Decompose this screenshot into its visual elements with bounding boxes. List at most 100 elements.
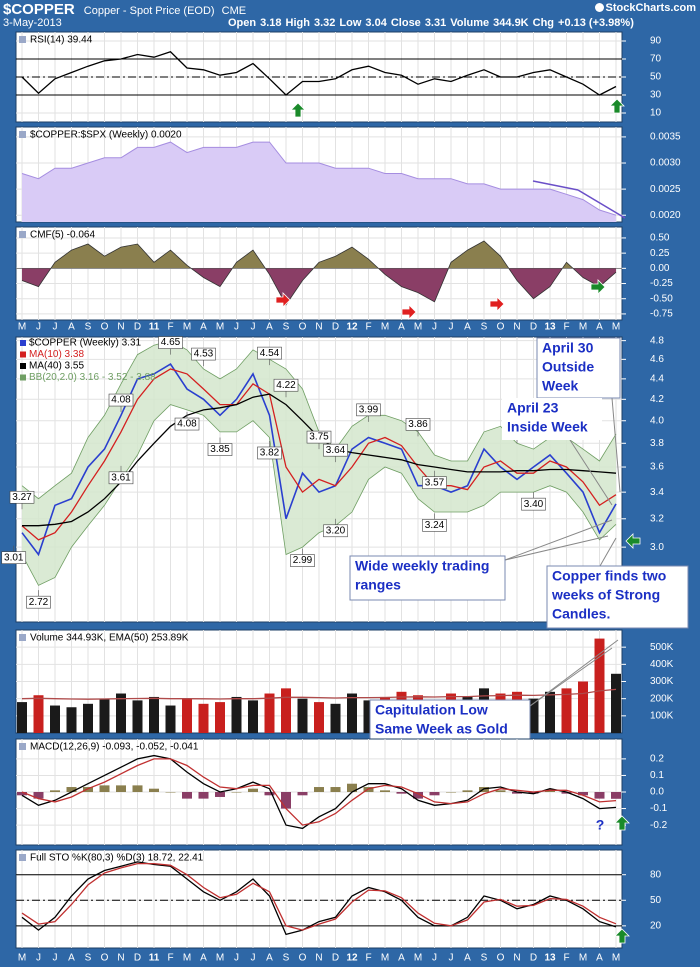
histogram-bar: [462, 790, 473, 792]
x-tick-label: O: [497, 322, 505, 333]
callout-text: weeks of Strong: [551, 587, 660, 603]
trend-line: [577, 189, 626, 219]
stat-label: Low: [339, 17, 362, 29]
pivot-box: [323, 443, 348, 457]
source-name: StockCharts.com: [605, 2, 696, 14]
panel-title: MACD(12,26,9) -0.093, -0.052, -0.041: [30, 742, 199, 753]
histogram-bar: [50, 790, 60, 792]
legend-swatch: [20, 340, 26, 346]
area: [22, 142, 616, 222]
histogram-bar: [149, 788, 159, 792]
ema-line: [21, 688, 617, 700]
pivot-box: [323, 524, 348, 538]
x-tick-label: A: [200, 322, 207, 333]
x-tick-label: A: [398, 322, 405, 333]
pivot-label: 4.22: [276, 380, 296, 391]
callout-text: Same Week as Gold: [375, 721, 508, 737]
volume-bar: [33, 695, 44, 733]
x-tick-label: 13: [544, 322, 556, 333]
x-tick-label: A: [596, 322, 603, 333]
x-tick-label: M: [216, 322, 224, 333]
volume-bar: [281, 688, 291, 733]
stat-value: 3.31: [424, 17, 447, 29]
x-tick-label: J: [53, 953, 58, 964]
y-tick-label: -0.2: [650, 820, 668, 831]
x-tick-label: F: [365, 953, 371, 964]
volume-bar: [578, 681, 588, 733]
y-tick-label: -0.25: [650, 278, 673, 289]
pivot-label: 4.65: [161, 337, 181, 348]
x-tick-label: O: [101, 953, 109, 964]
volume-bar: [363, 700, 374, 733]
stat-value: 3.32: [314, 17, 336, 29]
x-tick-label: D: [530, 953, 537, 964]
histogram-bar: [66, 787, 77, 792]
pivot-box: [191, 347, 216, 361]
volume-bar: [347, 693, 357, 733]
pivot-label: 3.85: [210, 444, 230, 455]
volume-bar: [297, 698, 308, 733]
callout-text: ranges: [355, 577, 401, 593]
x-tick-label: O: [101, 322, 109, 333]
x-tick-label: N: [117, 953, 124, 964]
legend-entry: BB(20,2.0) 3.16 - 3.52 - 3.88: [29, 372, 156, 383]
stat-label: High: [285, 17, 310, 29]
y-tick-label: 4.6: [650, 354, 664, 365]
stat-value: 3.04: [365, 17, 387, 29]
histogram-bar: [182, 792, 192, 799]
y-tick-label: 0.0020: [650, 210, 681, 221]
y-tick-label: 100K: [650, 710, 674, 721]
series-line: [21, 754, 617, 830]
legend-entry: $COPPER (Weekly) 3.31: [29, 338, 142, 349]
histogram-bar: [314, 787, 324, 792]
stat-label: Volume: [450, 17, 490, 29]
callout-box: [536, 337, 621, 399]
histogram-bar: [248, 788, 258, 792]
pivot-label: 3.24: [425, 520, 445, 531]
x-tick-label: M: [612, 322, 620, 333]
x-tick-label: S: [85, 953, 92, 964]
histogram-bar: [347, 783, 357, 792]
x-tick-label: S: [481, 322, 488, 333]
histogram-bar: [330, 787, 341, 792]
panel-title: RSI(14) 39.44: [30, 35, 93, 46]
panel-title: Full STO %K(80,3) %D(3) 18.72, 22.41: [30, 853, 204, 864]
annotation: ?: [596, 817, 605, 833]
x-tick-label: N: [315, 953, 322, 964]
pivot-label: 3.01: [4, 552, 24, 563]
volume-bar: [215, 702, 225, 733]
pivot-box: [9, 490, 35, 504]
area-positive: [22, 241, 616, 269]
series-line: [21, 368, 617, 541]
stat-value: 3.18: [260, 17, 282, 29]
pivot-label: 3.27: [12, 492, 32, 503]
volume-bar: [17, 702, 27, 733]
y-tick-label: 200K: [650, 693, 674, 704]
pivot-box: [356, 403, 381, 417]
y-tick-label: -0.75: [650, 309, 673, 320]
y-tick-label: -0.1: [650, 803, 668, 814]
area-line: [21, 240, 617, 306]
histogram-bar: [396, 792, 407, 794]
y-tick-label: 500K: [650, 642, 674, 653]
y-tick-label: 10: [650, 108, 662, 119]
callout-text: Capitulation Low: [375, 702, 488, 718]
x-tick-label: M: [18, 322, 26, 333]
title-icon: [19, 231, 26, 238]
histogram-bar: [561, 792, 572, 794]
pivot-label: 3.64: [326, 445, 346, 456]
x-tick-label: A: [68, 953, 75, 964]
x-tick-label: F: [563, 322, 569, 333]
header: $COPPER Copper - Spot Price (EOD) CME St…: [0, 0, 700, 30]
x-tick-label: J: [234, 322, 239, 333]
legend-swatch: [20, 351, 26, 358]
y-tick-label: 4.8: [650, 335, 664, 346]
volume-bar: [611, 673, 621, 733]
pivot-label: 3.86: [408, 419, 428, 430]
pivot-label: 4.54: [260, 348, 280, 359]
arrow: [625, 533, 641, 549]
series-line: [21, 758, 617, 826]
callout-text: Wide weekly trading: [355, 558, 489, 574]
histogram-bar: [83, 787, 93, 792]
histogram-bar: [545, 790, 555, 792]
